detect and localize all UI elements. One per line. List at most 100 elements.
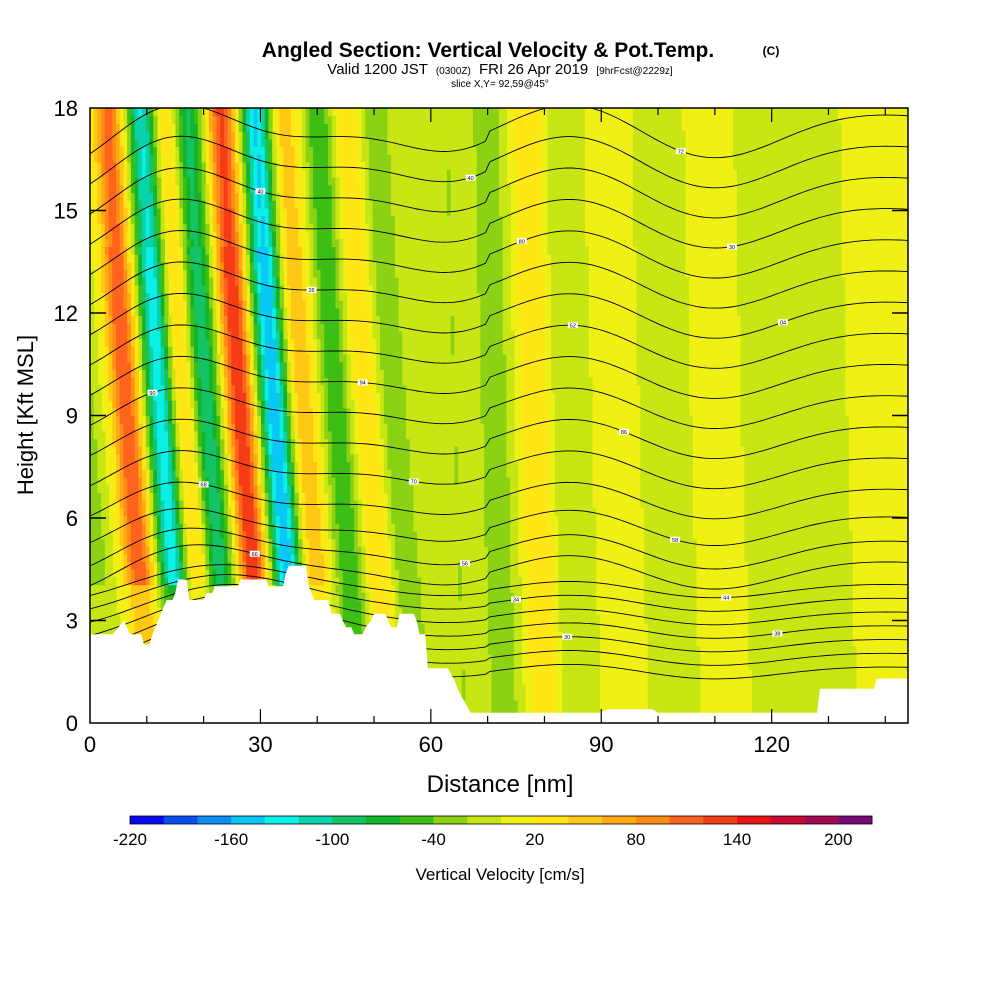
velocity-cell [246,215,251,224]
velocity-cell [116,453,121,463]
velocity-cell [335,269,340,278]
velocity-cell [101,254,106,263]
velocity-cell [231,354,244,363]
velocity-cell [179,146,184,155]
velocity-cell [525,523,548,532]
velocity-cell [168,354,173,363]
velocity-cell [238,323,244,332]
velocity-cell [264,361,277,370]
velocity-cell [127,561,132,570]
velocity-cell [264,184,270,194]
velocity-cell [283,561,292,570]
velocity-cell [205,507,210,517]
velocity-cell [287,361,292,370]
velocity-cell [264,346,277,355]
velocity-cell [331,146,336,155]
contour-label-bg [618,428,629,435]
velocity-cell [640,423,693,432]
velocity-cell [346,246,366,255]
velocity-cell [160,277,165,286]
velocity-cell [275,477,284,486]
velocity-cell [101,507,110,517]
velocity-cell [197,131,203,140]
velocity-cell [179,530,184,540]
velocity-cell [164,569,169,578]
velocity-cell [331,592,340,601]
velocity-cell [264,469,270,478]
velocity-cell [242,300,247,309]
velocity-cell [290,330,307,340]
velocity-cell [261,223,266,232]
velocity-cell [238,246,244,255]
velocity-cell [324,453,329,463]
velocity-cell [119,238,125,247]
velocity-cell [736,307,846,317]
velocity-cell [164,154,173,163]
velocity-cell [164,338,169,347]
velocity-cell [272,492,277,501]
velocity-cell [261,108,266,117]
velocity-cell [208,307,214,317]
velocity-cell [171,515,177,524]
velocity-cell [138,238,143,247]
velocity-cell [301,461,318,470]
velocity-cell [242,384,247,394]
velocity-cell [279,407,284,417]
velocity-cell [406,384,482,394]
velocity-cell [197,215,203,224]
velocity-cell [194,453,199,463]
velocity-cell [562,692,600,701]
velocity-cell [208,346,214,355]
velocity-cell [744,500,850,509]
velocity-cell [179,553,184,563]
velocity-cell [275,261,281,271]
velocity-cell [90,384,102,394]
velocity-cell [290,131,299,140]
velocity-cell [417,553,489,563]
velocity-cell [212,361,218,370]
velocity-cell [194,284,206,294]
velocity-cell [216,300,221,309]
velocity-cell [153,377,162,386]
velocity-cell [156,246,162,255]
velocity-cell [294,461,299,470]
velocity-cell [502,346,515,355]
velocity-cell [227,123,232,132]
velocity-cell [242,377,247,386]
velocity-cell [331,561,336,570]
y-tick-label: 18 [54,96,78,121]
velocity-cell [249,269,255,278]
velocity-cell [201,461,206,470]
velocity-cell [551,277,589,286]
velocity-cell [179,177,184,186]
velocity-cell [149,553,154,563]
velocity-cell [368,269,377,278]
velocity-cell [223,246,236,255]
velocity-cell [127,261,132,271]
velocity-cell [253,169,258,178]
velocity-cell [249,115,255,124]
velocity-cell [261,323,266,332]
velocity-cell [138,407,143,417]
velocity-cell [227,323,240,332]
velocity-cell [145,446,151,455]
velocity-cell [97,215,102,224]
velocity-cell [231,200,236,209]
velocity-cell [249,123,255,132]
velocity-cell [127,115,132,124]
velocity-cell [227,377,232,386]
velocity-cell [223,546,229,555]
velocity-cell [216,277,221,286]
velocity-cell [127,507,139,517]
velocity-cell [562,638,600,647]
velocity-cell [156,584,162,593]
velocity-cell [264,169,270,178]
velocity-cell [740,361,846,370]
velocity-cell [182,477,195,486]
velocity-cell [558,600,597,609]
velocity-cell [112,300,125,309]
y-tick-label: 6 [66,506,78,531]
velocity-cell [212,384,218,394]
velocity-cell [164,300,169,309]
velocity-cell [476,246,504,255]
